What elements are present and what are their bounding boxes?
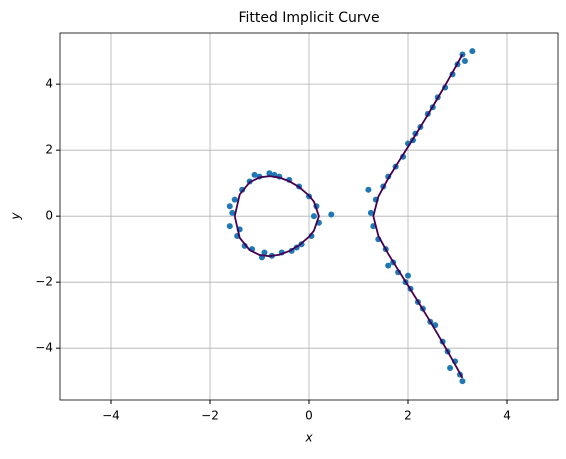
scatter-point [365, 186, 372, 193]
y-tick-label: 4 [45, 77, 53, 91]
y-axis-label: y [9, 212, 23, 221]
scatter-point [226, 223, 233, 230]
scatter-point [459, 378, 466, 385]
x-tick-label: 2 [404, 409, 412, 423]
scatter-point [385, 262, 392, 269]
chart-title: Fitted Implicit Curve [238, 10, 379, 26]
curve [233, 54, 464, 379]
x-tick-label: 4 [503, 409, 511, 423]
scatter-point [266, 170, 273, 177]
scatter-point [310, 213, 317, 220]
scatter-point [367, 209, 374, 216]
scatter-point [251, 171, 258, 178]
y-tick-label: 0 [45, 209, 53, 223]
scatter-point [229, 209, 236, 216]
x-tick-label: −4 [102, 409, 120, 423]
scatter-point [328, 211, 335, 218]
scatter-point [469, 48, 476, 55]
y-tick-label: −4 [35, 341, 53, 355]
y-tick-label: 2 [45, 143, 53, 157]
plot-frame [59, 32, 559, 401]
scatter-point [261, 249, 268, 256]
x-tick-label: −2 [201, 409, 219, 423]
y-tick-label: −2 [35, 275, 53, 289]
x-axis-label: x [304, 431, 313, 445]
scatter-point [447, 364, 454, 371]
scatter-point [226, 203, 233, 210]
x-tick-label: 0 [305, 409, 313, 423]
scatter-point [231, 196, 238, 203]
scatter-point [405, 272, 412, 279]
scatter-point [461, 58, 468, 65]
